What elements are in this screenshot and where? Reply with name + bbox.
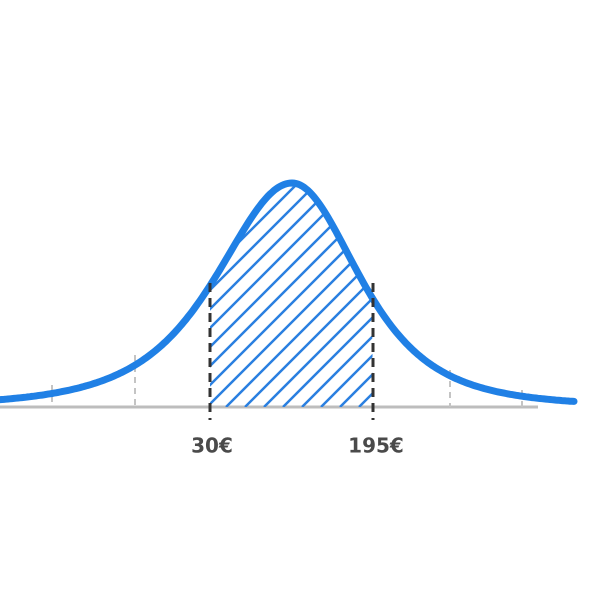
hatch-line [210, 183, 373, 407]
upper-label: 195€ [348, 434, 404, 458]
hatch-line [244, 183, 373, 407]
hatch-line [225, 183, 373, 407]
hatch-line [320, 183, 373, 407]
hatch-line [301, 183, 373, 407]
minor-ticks [51, 355, 523, 407]
hatch-line [210, 183, 373, 407]
hatch-line [210, 183, 363, 407]
hatch-line [210, 183, 230, 407]
hatch-line [210, 183, 211, 407]
bell-curve [0, 179, 578, 405]
hatch-line [378, 157, 600, 407]
hatched-area [210, 157, 600, 407]
hatch-line [263, 183, 373, 407]
hatch-line [210, 183, 287, 407]
hatch-line [397, 157, 600, 407]
hatch-line [210, 183, 373, 407]
hatch-line [210, 183, 268, 407]
hatch-line [282, 183, 373, 407]
hatch-line [210, 183, 373, 407]
hatch-line [210, 183, 325, 407]
hatch-line [358, 183, 373, 407]
hatch-line [339, 183, 373, 407]
range-markers [208, 283, 375, 420]
hatch-line [210, 183, 344, 407]
lower-label: 30€ [191, 434, 233, 458]
